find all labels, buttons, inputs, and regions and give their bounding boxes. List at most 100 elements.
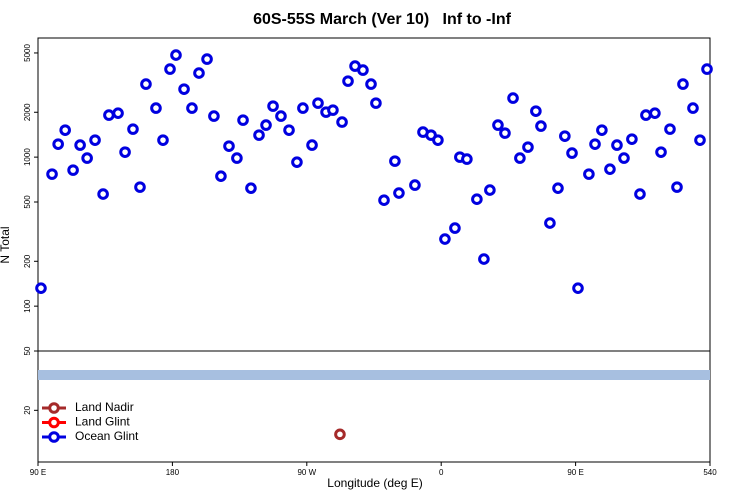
point [260, 119, 272, 131]
y-tick-label: 2000 [23, 103, 32, 121]
point [649, 107, 661, 119]
x-tick-label: 90 W [297, 468, 316, 477]
point [535, 120, 547, 132]
point [306, 139, 318, 151]
point [193, 67, 205, 79]
point [201, 53, 213, 65]
point [596, 124, 608, 136]
point [640, 109, 652, 121]
x-tick-label: 0 [439, 468, 444, 477]
point [67, 164, 79, 176]
point [378, 194, 390, 206]
point [157, 134, 169, 146]
point [530, 105, 542, 117]
legend-marker [48, 431, 60, 443]
point [134, 181, 146, 193]
legend-marker [48, 416, 60, 429]
point [484, 184, 496, 196]
point [275, 110, 287, 122]
point [507, 92, 519, 104]
point [664, 123, 676, 135]
point [46, 168, 58, 180]
point [357, 64, 369, 76]
point [522, 141, 534, 153]
point [334, 428, 346, 441]
point [432, 134, 444, 146]
point [589, 138, 601, 150]
point [655, 146, 667, 158]
point [267, 100, 279, 112]
point [342, 75, 354, 87]
point [327, 104, 339, 116]
point [312, 97, 324, 109]
point [566, 147, 578, 159]
point [634, 188, 646, 200]
point [170, 49, 182, 61]
point [97, 188, 109, 200]
point [478, 253, 490, 265]
point [471, 193, 483, 205]
point [492, 119, 504, 131]
point [237, 114, 249, 126]
point [119, 146, 131, 158]
point [559, 130, 571, 142]
point [694, 134, 706, 146]
chart-title: 60S-55S March (Ver 10) Inf to -Inf [253, 11, 512, 28]
point [687, 102, 699, 114]
point [365, 78, 377, 90]
point [671, 181, 683, 193]
y-axis-label: N Total [0, 226, 12, 263]
point [583, 168, 595, 180]
point [103, 109, 115, 121]
x-axis-label: Longitude (deg E) [327, 476, 422, 490]
point [544, 217, 556, 229]
point [231, 152, 243, 164]
point [514, 152, 526, 164]
point [140, 78, 152, 90]
point [572, 282, 584, 294]
point [112, 107, 124, 119]
point [618, 152, 630, 164]
point [74, 139, 86, 151]
point [59, 124, 71, 136]
point [35, 282, 47, 294]
point [283, 124, 295, 136]
point [178, 83, 190, 95]
point [409, 179, 421, 191]
point [245, 182, 257, 194]
point [701, 63, 713, 75]
point [223, 140, 235, 152]
y-tick-label: 50 [23, 346, 32, 355]
point [439, 233, 451, 245]
x-tick-label: 540 [703, 468, 717, 477]
point [336, 116, 348, 128]
point [208, 110, 220, 122]
point [127, 123, 139, 135]
x-tick-label: 90 E [30, 468, 46, 477]
point [604, 163, 616, 175]
point [89, 134, 101, 146]
point [52, 138, 64, 150]
x-tick-label: 90 E [567, 468, 583, 477]
legend-label: Ocean Glint [75, 429, 139, 443]
point [677, 78, 689, 90]
y-tick-label: 20 [23, 405, 32, 414]
point [370, 97, 382, 109]
point [297, 102, 309, 114]
point [499, 127, 511, 139]
y-tick-label: 100 [23, 299, 32, 313]
legend-label: Land Nadir [75, 400, 134, 414]
y-tick-label: 5000 [23, 44, 32, 62]
point [389, 155, 401, 167]
y-tick-label: 1000 [23, 148, 32, 166]
point [164, 63, 176, 75]
point [253, 129, 265, 141]
point [461, 153, 473, 165]
y-tick-label: 500 [23, 195, 32, 209]
point [552, 182, 564, 194]
point [393, 187, 405, 199]
x-tick-label: 180 [166, 468, 180, 477]
point [611, 139, 623, 151]
point [81, 152, 93, 164]
